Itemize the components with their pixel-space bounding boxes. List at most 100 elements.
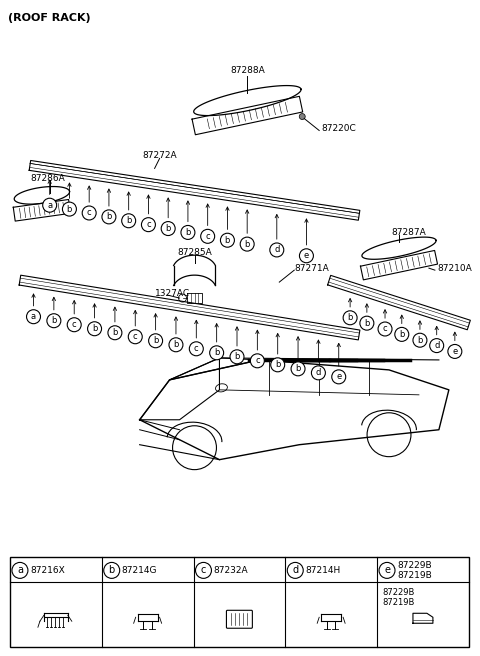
Text: 1327AC: 1327AC <box>155 289 190 298</box>
Text: 87216X: 87216X <box>30 566 65 575</box>
Circle shape <box>12 562 28 579</box>
Text: b: b <box>234 352 240 361</box>
Text: e: e <box>304 251 309 260</box>
Text: 87288A: 87288A <box>230 66 265 75</box>
Text: d: d <box>292 565 298 575</box>
Circle shape <box>413 333 427 347</box>
Text: b: b <box>214 348 219 358</box>
Text: c: c <box>133 332 138 341</box>
Text: d: d <box>434 341 439 350</box>
Text: b: b <box>295 364 301 373</box>
Circle shape <box>343 311 357 325</box>
Circle shape <box>201 230 215 243</box>
Text: b: b <box>51 316 57 325</box>
Circle shape <box>102 210 116 224</box>
Text: (ROOF RACK): (ROOF RACK) <box>8 13 91 23</box>
Text: a: a <box>47 201 52 210</box>
Circle shape <box>395 327 409 341</box>
Circle shape <box>332 370 346 384</box>
Text: c: c <box>72 320 76 329</box>
Text: c: c <box>87 209 92 218</box>
Text: b: b <box>153 337 158 345</box>
Text: 87219B: 87219B <box>382 598 414 607</box>
Circle shape <box>287 562 303 579</box>
Text: 87229B: 87229B <box>382 588 414 597</box>
Text: b: b <box>106 213 112 221</box>
Text: 87214G: 87214G <box>122 566 157 575</box>
Circle shape <box>230 350 244 364</box>
Text: b: b <box>348 314 353 322</box>
Text: b: b <box>185 228 191 237</box>
Circle shape <box>195 562 212 579</box>
Circle shape <box>189 342 204 356</box>
Text: 87214H: 87214H <box>305 566 340 575</box>
Text: b: b <box>244 239 250 249</box>
Text: 87285A: 87285A <box>177 248 212 256</box>
Circle shape <box>312 366 325 380</box>
Text: b: b <box>417 336 422 344</box>
Circle shape <box>430 338 444 352</box>
Circle shape <box>240 237 254 251</box>
Text: b: b <box>108 565 115 575</box>
Text: 87232A: 87232A <box>214 566 248 575</box>
Text: a: a <box>31 312 36 321</box>
Circle shape <box>26 310 40 323</box>
Text: 87220C: 87220C <box>321 124 356 133</box>
Circle shape <box>360 316 374 330</box>
Text: e: e <box>336 373 341 381</box>
Text: b: b <box>225 236 230 245</box>
Text: d: d <box>274 245 279 255</box>
Text: c: c <box>146 220 151 229</box>
Text: d: d <box>316 369 321 377</box>
Text: c: c <box>383 325 387 333</box>
Circle shape <box>43 198 57 212</box>
Text: 87287A: 87287A <box>391 228 426 237</box>
Text: a: a <box>17 565 23 575</box>
Circle shape <box>251 354 264 368</box>
Circle shape <box>87 321 102 336</box>
Circle shape <box>300 249 313 263</box>
Text: b: b <box>166 224 171 233</box>
Circle shape <box>122 214 136 228</box>
Text: 87210A: 87210A <box>437 264 472 273</box>
Circle shape <box>169 338 183 352</box>
Text: b: b <box>92 324 97 333</box>
Text: c: c <box>194 344 199 354</box>
Text: b: b <box>67 205 72 214</box>
Circle shape <box>62 202 76 216</box>
Bar <box>10 558 469 647</box>
Text: c: c <box>205 232 210 241</box>
Circle shape <box>379 562 395 579</box>
Circle shape <box>378 322 392 336</box>
Text: b: b <box>173 340 179 349</box>
Circle shape <box>47 314 61 328</box>
Text: c: c <box>201 565 206 575</box>
Circle shape <box>181 226 195 239</box>
Text: c: c <box>255 356 260 365</box>
Circle shape <box>270 243 284 257</box>
Text: 87286A: 87286A <box>30 174 65 183</box>
Circle shape <box>108 326 122 340</box>
Circle shape <box>82 206 96 220</box>
Circle shape <box>291 362 305 376</box>
Text: 87271A: 87271A <box>294 264 329 273</box>
Circle shape <box>299 113 305 119</box>
Text: 87272A: 87272A <box>142 151 177 160</box>
Text: e: e <box>384 565 390 575</box>
Circle shape <box>210 346 224 359</box>
Circle shape <box>67 318 81 332</box>
Circle shape <box>104 562 120 579</box>
Circle shape <box>448 344 462 358</box>
Circle shape <box>161 222 175 236</box>
Text: b: b <box>126 216 132 225</box>
Circle shape <box>149 334 163 348</box>
Text: e: e <box>452 347 457 356</box>
Text: b: b <box>275 360 280 369</box>
Circle shape <box>220 234 234 247</box>
Circle shape <box>128 330 142 344</box>
Circle shape <box>142 218 156 232</box>
Text: b: b <box>112 328 118 337</box>
Circle shape <box>271 358 285 372</box>
Text: b: b <box>399 330 405 339</box>
Text: 87229B
87219B: 87229B 87219B <box>397 561 432 580</box>
